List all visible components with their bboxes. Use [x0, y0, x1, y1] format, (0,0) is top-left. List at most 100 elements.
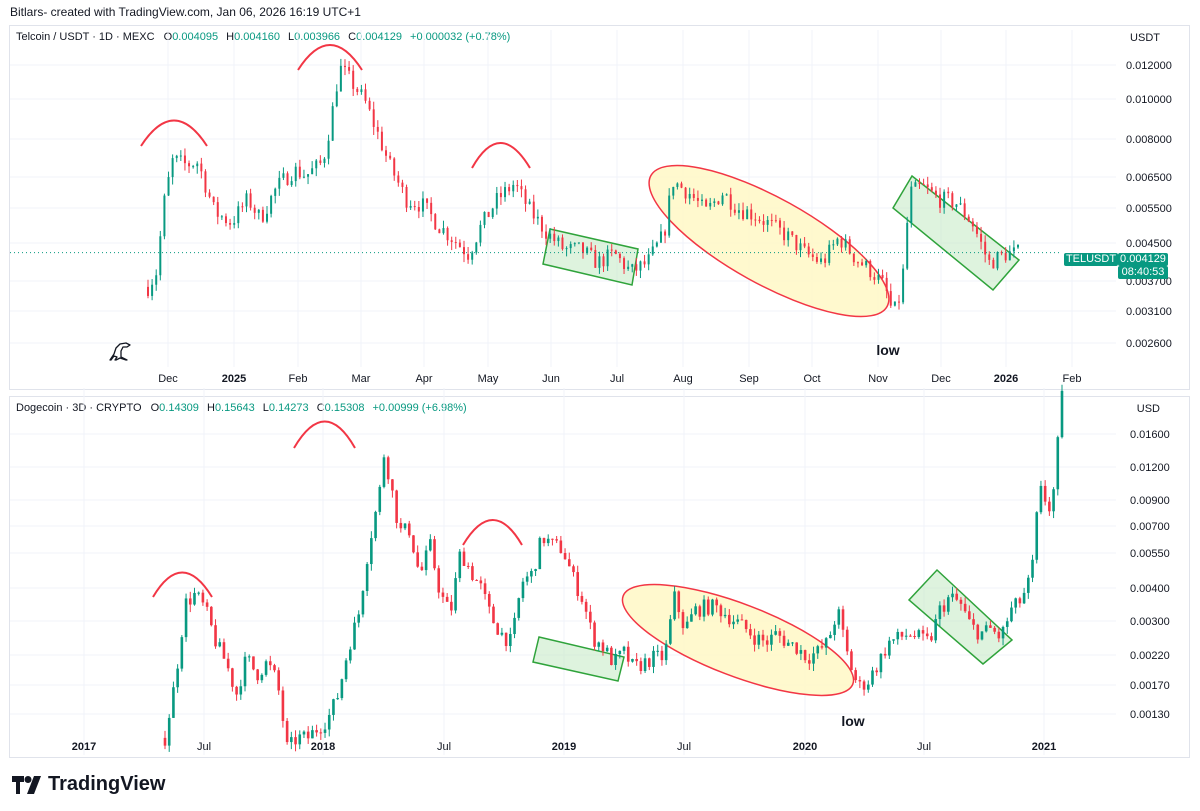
candle-body	[542, 537, 546, 544]
candle-body	[820, 258, 823, 262]
candle-body	[332, 699, 335, 715]
dogecoin-arc-3	[462, 519, 523, 546]
telcoin-arc-1	[140, 119, 208, 147]
candle-body	[249, 193, 252, 208]
candle-body	[736, 619, 740, 622]
y-tick-label: 0.00170	[1130, 680, 1170, 692]
candle-body	[862, 681, 866, 690]
candle-body	[660, 650, 664, 661]
dogecoin-chart-panel[interactable]	[9, 396, 1190, 758]
candle-body	[339, 65, 342, 92]
candle-body	[627, 266, 630, 270]
candle-body	[437, 568, 441, 593]
candle-body	[302, 731, 306, 735]
candle-body	[348, 649, 352, 661]
candle-body	[820, 646, 824, 648]
candle-body	[749, 629, 752, 636]
candle-body	[368, 100, 371, 110]
candle-body	[947, 191, 950, 194]
credit-text: Bitlars- created with TradingView.com, J…	[10, 5, 361, 19]
candle-body	[200, 163, 203, 172]
candle-body	[1052, 489, 1055, 512]
y-tick-label: 0.00300	[1130, 616, 1170, 628]
telcoin-arc-3	[471, 142, 531, 169]
candle-body	[513, 617, 516, 635]
candle-body	[758, 219, 761, 222]
candle-body	[450, 601, 453, 611]
candle-body	[922, 184, 925, 186]
candle-body	[799, 243, 802, 251]
candle-body	[241, 206, 244, 208]
candle-body	[639, 261, 642, 271]
candle-body	[787, 231, 790, 241]
candle-body	[766, 219, 769, 225]
x-tick-label: Apr	[415, 373, 432, 385]
candle-body	[900, 631, 904, 637]
tradingview-logo[interactable]: TradingView	[12, 773, 165, 796]
y-tick-label: 0.003100	[1126, 306, 1172, 318]
candle-body	[216, 202, 219, 217]
candle-body	[205, 602, 209, 607]
candle-body	[836, 238, 839, 245]
candle-body	[151, 284, 154, 296]
candle-body	[247, 656, 251, 658]
candle-body	[290, 737, 293, 743]
candle-body	[729, 194, 732, 210]
candle-body	[1060, 390, 1064, 438]
candle-body	[197, 592, 200, 594]
candle-body	[372, 109, 375, 127]
candle-body	[403, 523, 407, 529]
dino-icon	[109, 342, 131, 361]
candle-body	[214, 625, 217, 647]
candle-body	[829, 634, 832, 639]
telcoin-currency[interactable]: USDT	[1130, 32, 1160, 44]
candle-body	[311, 730, 314, 739]
candle-body	[525, 576, 529, 582]
dogecoin-currency[interactable]: USD	[1136, 403, 1160, 415]
candle-body	[668, 195, 671, 236]
telcoin-open: 0.004095	[172, 31, 219, 43]
candle-body	[266, 213, 269, 222]
candle-body	[549, 233, 552, 239]
candle-body	[765, 640, 769, 645]
candle-body	[778, 220, 781, 228]
candle-body	[854, 670, 857, 681]
candle-body	[532, 201, 535, 219]
candle-body	[684, 187, 687, 199]
candle-body	[524, 189, 527, 204]
y-tick-label: 0.00700	[1130, 521, 1170, 533]
candle-body	[433, 539, 436, 569]
candle-body	[582, 242, 584, 254]
candle-body	[412, 535, 415, 553]
candle-body	[264, 661, 268, 675]
candle-body	[635, 264, 638, 271]
candle-body	[348, 67, 351, 71]
candle-body	[504, 632, 508, 647]
candle-body	[512, 184, 515, 192]
candle-body	[167, 717, 171, 746]
candle-body	[245, 193, 248, 207]
candle-body	[204, 171, 207, 193]
telcoin-change: +0.000032 (+0.78%)	[410, 31, 511, 43]
candle-body	[420, 566, 424, 571]
candle-body	[685, 621, 689, 629]
candle-body	[201, 592, 205, 603]
candle-body	[938, 605, 942, 620]
candle-body	[508, 187, 511, 192]
candle-body	[1004, 253, 1007, 261]
candle-body	[740, 619, 744, 621]
candle-body	[546, 538, 550, 544]
candle-body	[577, 242, 580, 244]
candle-body	[172, 687, 175, 718]
dogecoin-arc-2	[293, 420, 356, 449]
telcoin-chart-panel[interactable]	[9, 25, 1190, 390]
candle-body	[475, 242, 478, 253]
x-tick-label: Dec	[931, 373, 951, 385]
candle-body	[844, 239, 847, 248]
candle-body	[306, 731, 310, 739]
candle-body	[327, 714, 331, 730]
candle-body	[483, 583, 487, 595]
candle-body	[509, 634, 512, 647]
tradingview-wordmark: TradingView	[48, 773, 166, 795]
